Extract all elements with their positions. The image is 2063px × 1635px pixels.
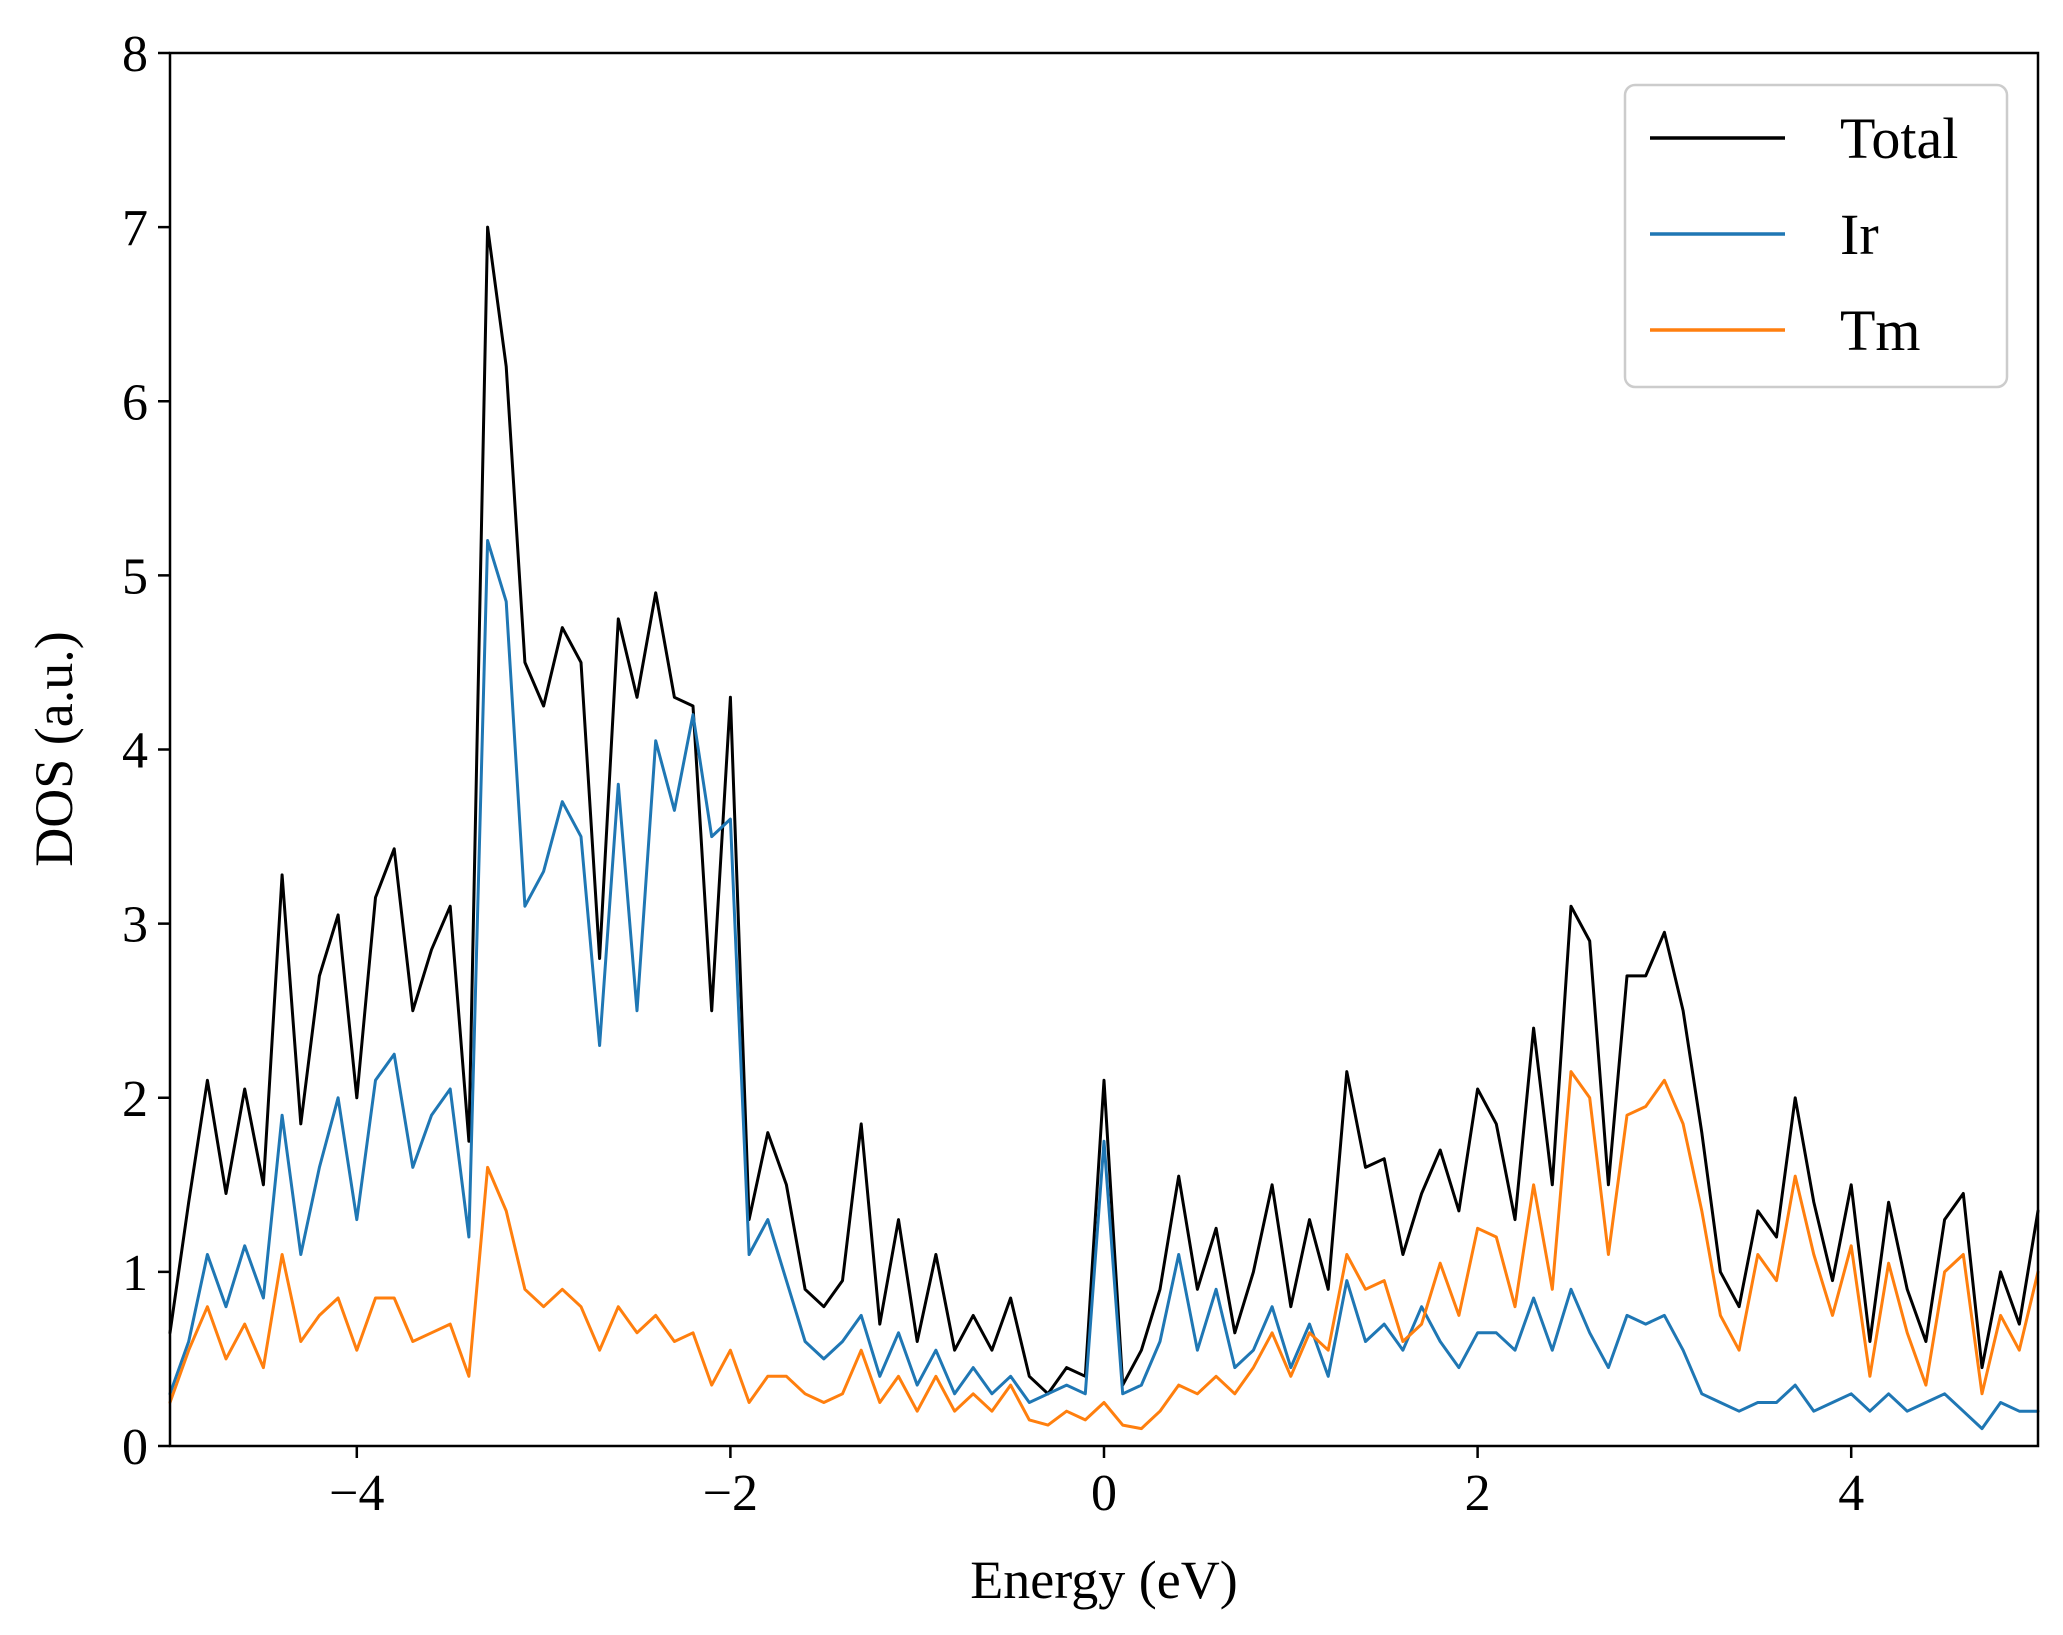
y-tick-label: 2: [122, 1071, 148, 1128]
legend-entries: Total Ir Tm: [1650, 106, 1958, 363]
y-axis: 0 1 2 3 4 5 6 7 8: [122, 26, 170, 1476]
x-tick-label: −4: [329, 1465, 384, 1522]
x-tick-label: 2: [1465, 1465, 1491, 1522]
series-line-tm: [168, 1070, 2040, 1431]
y-tick-label: 0: [122, 1419, 148, 1476]
legend-label-ir: Ir: [1840, 202, 1879, 267]
x-axis: −4 −2 0 2 4: [329, 1446, 1864, 1522]
x-tick-label: 0: [1091, 1465, 1117, 1522]
x-tick-label: 4: [1838, 1465, 1864, 1522]
x-tick-label: −2: [703, 1465, 758, 1522]
y-tick-label: 6: [122, 374, 148, 431]
y-tick-label: 3: [122, 897, 148, 954]
legend-label-total: Total: [1840, 106, 1958, 171]
series-line-total: [168, 225, 2040, 1396]
y-tick-label: 1: [122, 1245, 148, 1302]
y-tick-label: 4: [122, 723, 148, 780]
y-tick-label: 8: [122, 26, 148, 83]
legend-label-tm: Tm: [1840, 298, 1921, 363]
y-axis-label: DOS (a.u.): [24, 631, 84, 866]
legend: Total Ir Tm: [1623, 83, 2009, 389]
y-tick-label: 5: [122, 548, 148, 605]
y-tick-label: 7: [122, 200, 148, 257]
x-axis-label: Energy (eV): [970, 1550, 1237, 1610]
legend-box: [1623, 83, 2009, 389]
series-line-ir: [168, 539, 2040, 1431]
series-layer: [168, 225, 2040, 1431]
